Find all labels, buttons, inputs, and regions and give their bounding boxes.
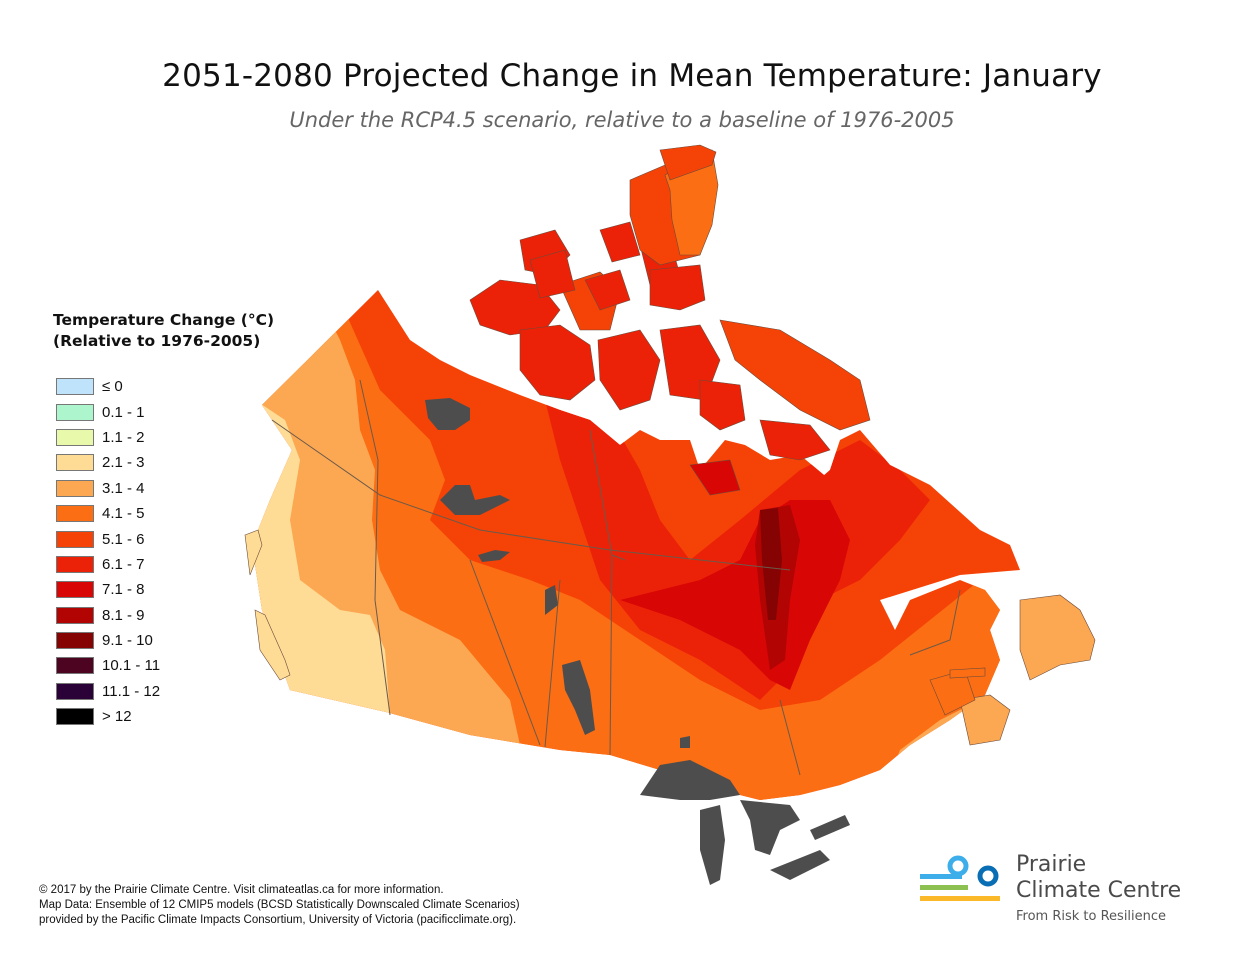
- map-title: 2051-2080 Projected Change in Mean Tempe…: [162, 58, 1102, 94]
- legend-swatch: [56, 454, 94, 472]
- legend-item: 5.1 - 6: [52, 526, 274, 551]
- legend-label: 6.1 - 7: [102, 555, 145, 573]
- legend-title-line1: Temperature Change (°C): [53, 311, 275, 329]
- legend-item: 4.1 - 5: [52, 501, 274, 526]
- credits-line1: © 2017 by the Prairie Climate Centre. Vi…: [39, 884, 444, 896]
- legend-title-line2: (Relative to 1976-2005): [53, 332, 261, 350]
- legend-swatch: [56, 378, 94, 396]
- vancouver-island: [244, 529, 291, 681]
- legend-label: ≤ 0: [102, 378, 123, 396]
- legend-swatch: [56, 657, 94, 675]
- legend-label: 1.1 - 2: [102, 428, 145, 446]
- legend-item: 8.1 - 9: [52, 603, 274, 628]
- legend-item: 1.1 - 2: [52, 425, 274, 450]
- legend-item: 3.1 - 4: [52, 476, 274, 501]
- legend-label: 10.1 - 11: [102, 657, 161, 675]
- logo-line-yellow: [920, 896, 1000, 901]
- great-slave-lake: [440, 485, 510, 515]
- lake-superior: [640, 760, 740, 800]
- provincial-borders: [271, 379, 961, 776]
- logo-circle-dark: [977, 865, 999, 887]
- lake-erie: [770, 850, 830, 880]
- map-subtitle: Under the RCP4.5 scenario, relative to a…: [289, 108, 955, 132]
- legend-label: 8.1 - 9: [102, 606, 145, 624]
- legend-swatch: [56, 555, 94, 573]
- zone-9-10: [760, 508, 782, 620]
- legend-label: > 12: [102, 708, 132, 726]
- legend-swatch: [56, 581, 94, 599]
- credits: © 2017 by the Prairie Climate Centre. Vi…: [39, 883, 520, 928]
- arctic-islands: [469, 144, 871, 496]
- legend-label: 7.1 - 8: [102, 581, 145, 599]
- logo-name-line2: Climate Centre: [1016, 878, 1182, 903]
- great-bear-lake: [425, 398, 470, 430]
- legend-label: 9.1 - 10: [102, 632, 153, 650]
- newfoundland-maritimes: [929, 594, 1096, 746]
- lake-ontario: [810, 815, 850, 840]
- legend-swatch: [56, 428, 94, 446]
- legend-swatch: [56, 632, 94, 650]
- legend-items: ≤ 0 0.1 - 1 1.1 - 2 2.1 - 3 3.1 - 4 4.1 - 5 5.…: [52, 374, 274, 729]
- credits-line2: Map Data: Ensemble of 12 CMIP5 models (B…: [39, 899, 520, 911]
- logo-tagline: From Risk to Resilience: [1016, 909, 1167, 924]
- lake-nipigon: [680, 736, 690, 748]
- legend-swatch: [56, 479, 94, 497]
- legend-item: 2.1 - 3: [52, 450, 274, 475]
- legend-swatch: [56, 403, 94, 421]
- legend-swatch: [56, 682, 94, 700]
- legend-item: 7.1 - 8: [52, 577, 274, 602]
- legend-label: 2.1 - 3: [102, 454, 145, 472]
- legend-swatch: [56, 505, 94, 523]
- lakes: [425, 398, 850, 885]
- logo-name: Prairie Climate Centre: [1016, 852, 1181, 904]
- legend-label: 0.1 - 1: [102, 403, 145, 421]
- lake-michigan: [700, 805, 725, 885]
- lake-huron: [740, 800, 800, 855]
- legend-item: ≤ 0: [52, 374, 274, 399]
- legend-item: 11.1 - 12: [52, 679, 274, 704]
- credits-line3: provided by the Pacific Climate Impacts …: [39, 914, 517, 926]
- legend-item: 10.1 - 11: [52, 653, 274, 678]
- legend-label: 11.1 - 12: [102, 682, 161, 700]
- legend-swatch: [56, 708, 94, 726]
- legend-swatch: [56, 530, 94, 548]
- logo-circle-blue: [947, 855, 969, 877]
- prairie-climate-centre-logo: Prairie Climate Centre From Risk to Resi…: [920, 852, 1181, 924]
- legend-swatch: [56, 606, 94, 624]
- legend: Temperature Change (°C) (Relative to 197…: [52, 310, 274, 729]
- logo-mark-icon: [920, 855, 1000, 901]
- legend-item: 9.1 - 10: [52, 628, 274, 653]
- reindeer-lake: [545, 585, 558, 615]
- lake-athabasca: [478, 550, 510, 562]
- legend-label: 3.1 - 4: [102, 479, 145, 497]
- logo-line-blue: [920, 874, 962, 879]
- legend-item: > 12: [52, 704, 274, 729]
- legend-item: 6.1 - 7: [52, 552, 274, 577]
- legend-label: 4.1 - 5: [102, 505, 145, 523]
- legend-label: 5.1 - 6: [102, 530, 145, 548]
- logo-line-green: [920, 885, 968, 890]
- logo-name-line1: Prairie: [1016, 852, 1087, 877]
- legend-item: 0.1 - 1: [52, 399, 274, 424]
- lake-winnipeg: [562, 660, 595, 735]
